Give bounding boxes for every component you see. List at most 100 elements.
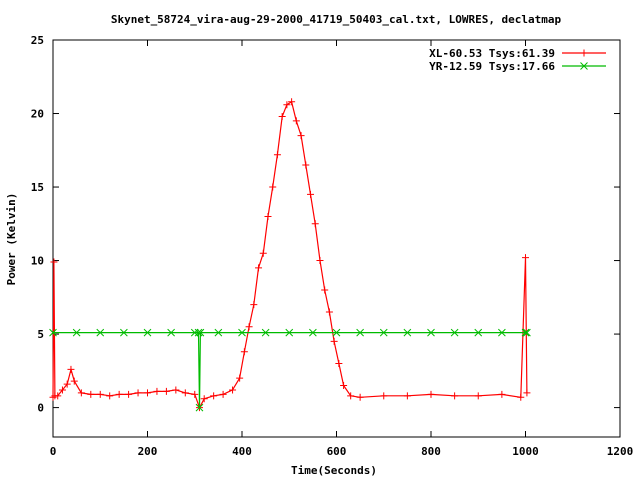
data-point (332, 328, 341, 337)
legend-marker (580, 62, 588, 70)
data-point (96, 328, 105, 337)
x-tick-label: 600 (327, 445, 347, 458)
data-point (255, 264, 263, 272)
data-point (285, 328, 294, 337)
data-point (335, 359, 343, 367)
data-point (380, 392, 388, 400)
plot-frame (52, 39, 621, 438)
data-point (144, 389, 151, 397)
data-point (214, 328, 223, 337)
x-axis-label: Time(Seconds) (291, 464, 377, 477)
data-point (474, 328, 483, 337)
data-point (50, 258, 58, 266)
y-axis-label: Power (Kelvin) (5, 193, 18, 286)
data-point (474, 392, 482, 400)
data-point (311, 220, 319, 228)
data-point (195, 403, 204, 412)
data-point (143, 328, 152, 337)
data-point (162, 387, 170, 395)
legend-label: YR-12.59 Tsys:17.66 (429, 60, 555, 73)
series-line (52, 100, 528, 410)
data-point (200, 395, 208, 403)
data-point (210, 392, 218, 400)
x-tick-label: 1200 (607, 445, 634, 458)
data-point (379, 328, 388, 337)
x-tick-label: 200 (138, 445, 158, 458)
data-point (273, 151, 281, 159)
y-tick-label: 20 (31, 108, 44, 121)
data-point (297, 132, 305, 140)
data-point (87, 390, 95, 398)
data-point (49, 328, 57, 337)
data-point (498, 390, 506, 398)
data-point (54, 392, 62, 400)
data-point (321, 286, 329, 294)
legend-label: XL-60.53 Tsys:61.39 (429, 47, 555, 60)
data-point (261, 328, 270, 337)
data-point (245, 323, 253, 331)
data-point (523, 389, 531, 397)
series-group (49, 98, 531, 412)
data-point (283, 101, 291, 109)
data-point (403, 392, 411, 400)
data-point (238, 328, 246, 337)
data-point (191, 390, 199, 398)
data-point (340, 382, 348, 390)
y-tick-label: 10 (31, 255, 44, 268)
y-tick-label: 15 (31, 181, 44, 194)
data-point (240, 348, 248, 356)
data-point (196, 328, 205, 337)
data-point (292, 117, 300, 125)
data-point (153, 387, 161, 395)
data-point (522, 254, 529, 262)
data-point (115, 390, 123, 398)
data-point (269, 183, 277, 191)
data-point (347, 392, 355, 400)
data-point (167, 328, 175, 337)
data-point (229, 386, 237, 394)
data-point (70, 377, 78, 385)
data-point (521, 328, 530, 337)
y-tick-label: 25 (31, 34, 44, 47)
data-point (219, 390, 227, 398)
data-point (106, 392, 114, 400)
data-point (250, 301, 258, 309)
data-point (67, 365, 75, 373)
data-point (450, 328, 459, 337)
data-point (288, 98, 296, 106)
plot-border (52, 39, 621, 438)
data-point (325, 308, 333, 316)
data-point (264, 212, 272, 220)
data-point (356, 393, 364, 401)
legend-marker (580, 49, 588, 57)
data-point (427, 328, 435, 337)
data-point (63, 380, 71, 388)
axis-ticks: 0 200 400 600 800 1000 1200 0 5 10 15 20 25 (31, 34, 634, 458)
data-point (517, 393, 525, 401)
data-point (302, 161, 310, 169)
data-point (172, 386, 180, 394)
data-point (58, 386, 66, 394)
data-point (259, 249, 267, 257)
y-tick-label: 5 (37, 328, 44, 341)
series-yr (49, 328, 531, 412)
data-point (278, 112, 286, 120)
x-tick-label: 400 (232, 445, 252, 458)
data-point (120, 328, 128, 337)
x-tick-label: 800 (421, 445, 441, 458)
data-point (134, 389, 142, 397)
data-point (451, 392, 459, 400)
x-tick-label: 1000 (512, 445, 539, 458)
data-point (498, 328, 506, 337)
data-point (181, 389, 189, 397)
data-point (330, 337, 338, 345)
data-point (236, 374, 244, 382)
data-point (403, 328, 412, 337)
chart-title: Skynet_58724_vira-aug-29-2000_41719_5040… (111, 13, 562, 26)
data-point (356, 328, 364, 337)
y-tick-label: 0 (37, 402, 44, 415)
data-point (194, 328, 203, 337)
